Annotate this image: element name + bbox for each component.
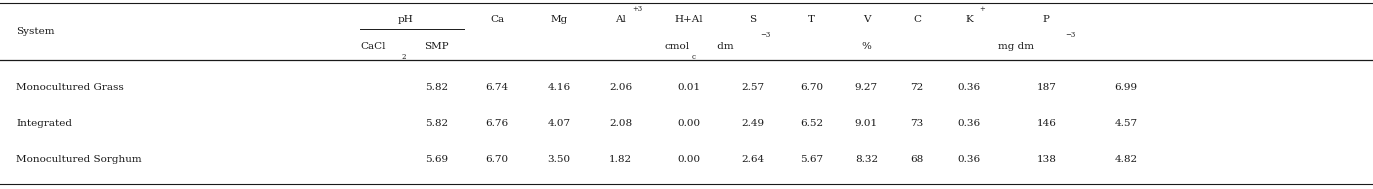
Text: 2.08: 2.08 [610, 119, 632, 128]
Text: 0.00: 0.00 [678, 155, 700, 164]
Text: K: K [965, 15, 973, 24]
Text: Monocultured Grass: Monocultured Grass [16, 83, 124, 92]
Text: dm: dm [714, 42, 733, 51]
Text: Ca: Ca [490, 15, 504, 24]
Text: 5.67: 5.67 [800, 155, 822, 164]
Text: 8.32: 8.32 [855, 155, 877, 164]
Text: H+Al: H+Al [676, 15, 703, 24]
Text: T: T [807, 15, 816, 24]
Text: System: System [16, 27, 55, 36]
Text: Monocultured Sorghum: Monocultured Sorghum [16, 155, 141, 164]
Text: S: S [748, 15, 757, 24]
Text: cmol: cmol [665, 42, 689, 51]
Text: pH: pH [397, 15, 413, 24]
Text: 4.57: 4.57 [1115, 119, 1137, 128]
Text: 2.64: 2.64 [741, 155, 763, 164]
Text: 0.00: 0.00 [678, 119, 700, 128]
Text: 2: 2 [401, 53, 406, 61]
Text: 2.57: 2.57 [741, 83, 763, 92]
Text: 2.49: 2.49 [741, 119, 763, 128]
Text: 0.36: 0.36 [958, 155, 980, 164]
Text: 0.01: 0.01 [678, 83, 700, 92]
Text: Integrated: Integrated [16, 119, 73, 128]
Text: %: % [861, 42, 872, 51]
Text: 1.82: 1.82 [610, 155, 632, 164]
Text: 6.52: 6.52 [800, 119, 822, 128]
Text: CaCl: CaCl [361, 42, 386, 51]
Text: 146: 146 [1037, 119, 1056, 128]
Text: 6.70: 6.70 [486, 155, 508, 164]
Text: 6.76: 6.76 [486, 119, 508, 128]
Text: 4.16: 4.16 [548, 83, 570, 92]
Text: 4.07: 4.07 [548, 119, 570, 128]
Text: +3: +3 [632, 5, 643, 12]
Text: 138: 138 [1037, 155, 1056, 164]
Text: 6.70: 6.70 [800, 83, 822, 92]
Text: 0.36: 0.36 [958, 119, 980, 128]
Text: 0.36: 0.36 [958, 83, 980, 92]
Text: −3: −3 [1065, 31, 1075, 39]
Text: 6.74: 6.74 [486, 83, 508, 92]
Text: 5.82: 5.82 [426, 119, 448, 128]
Text: 5.69: 5.69 [426, 155, 448, 164]
Text: 9.27: 9.27 [855, 83, 877, 92]
Text: 2.06: 2.06 [610, 83, 632, 92]
Text: 187: 187 [1037, 83, 1056, 92]
Text: c: c [692, 53, 696, 61]
Text: SMP: SMP [424, 42, 449, 51]
Text: 6.99: 6.99 [1115, 83, 1137, 92]
Text: +: + [979, 5, 984, 12]
Text: C: C [913, 15, 921, 24]
Text: 73: 73 [910, 119, 924, 128]
Text: 9.01: 9.01 [855, 119, 877, 128]
Text: Al: Al [615, 15, 626, 24]
Text: 68: 68 [910, 155, 924, 164]
Text: 4.82: 4.82 [1115, 155, 1137, 164]
Text: P: P [1042, 15, 1050, 24]
Text: Mg: Mg [551, 15, 567, 24]
Text: 72: 72 [910, 83, 924, 92]
Text: V: V [862, 15, 870, 24]
Text: 5.82: 5.82 [426, 83, 448, 92]
Text: 3.50: 3.50 [548, 155, 570, 164]
Text: −3: −3 [761, 31, 770, 39]
Text: mg dm: mg dm [998, 42, 1034, 51]
